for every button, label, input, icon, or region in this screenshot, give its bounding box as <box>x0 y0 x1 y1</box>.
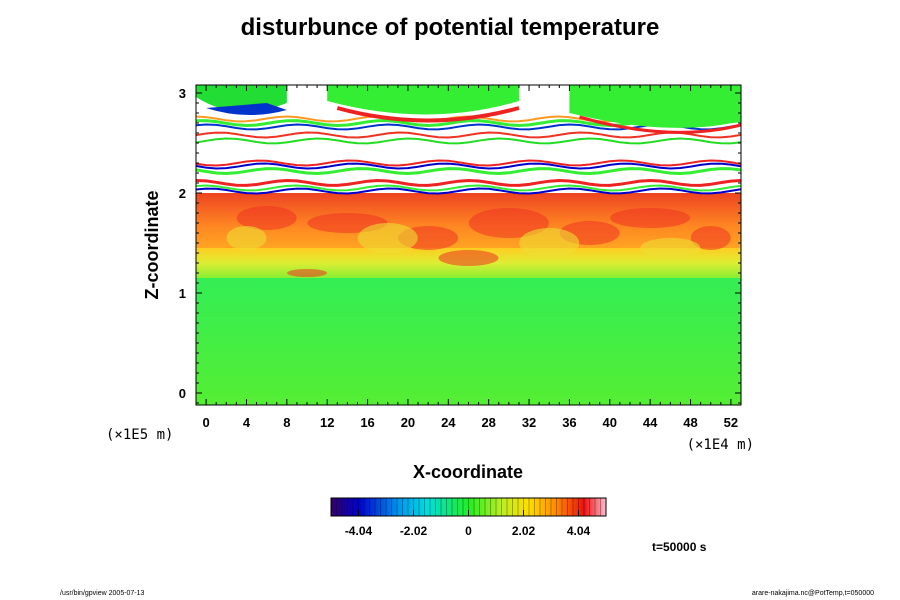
x-tick-label: 8 <box>283 415 290 430</box>
cool-eddy <box>640 238 701 258</box>
warm-arc <box>579 115 741 134</box>
top-cap-right <box>569 85 741 128</box>
y-tick-label: 0 <box>179 386 186 401</box>
region-low <box>196 278 741 405</box>
upper-band <box>196 159 741 167</box>
y-tick-label: 3 <box>179 86 186 101</box>
x-tick-label: 28 <box>481 415 495 430</box>
warm-eddy <box>287 269 328 277</box>
y-axis: 0 1 2 3 <box>179 86 741 404</box>
chart-title: disturbunce of potential temperature <box>240 14 660 41</box>
warm-eddy <box>690 226 731 250</box>
upper-band <box>196 187 741 195</box>
x-tick-label: 32 <box>522 415 536 430</box>
x-axis-unit: (×1E4 m) <box>687 437 754 453</box>
upper-band <box>196 184 741 192</box>
x-axis: 0 4 8 12 16 20 24 28 32 36 40 44 48 52 <box>195 85 742 430</box>
footer-left-note: /usr/bin/gpview 2005-07-13 <box>60 590 145 597</box>
y-tick-label: 1 <box>179 286 186 301</box>
warm-arc <box>336 106 520 123</box>
y-tick-label: 2 <box>179 186 186 201</box>
warm-eddy <box>438 250 499 266</box>
upper-band <box>196 178 741 187</box>
x-tick-label: 4 <box>243 415 251 430</box>
x-tick-label: 52 <box>724 415 738 430</box>
x-tick-label: 12 <box>320 415 334 430</box>
x-tick-label: 48 <box>683 415 697 430</box>
y-axis-unit: (×1E5 m) <box>106 427 173 443</box>
warm-eddy <box>236 206 297 230</box>
colorbar-tick-label: 2.02 <box>512 524 536 538</box>
x-tick-label: 0 <box>202 415 209 430</box>
x-tick-label: 16 <box>360 415 374 430</box>
colorbar-tick-label: 0 <box>465 524 472 538</box>
x-axis-title: X-coordinate <box>413 462 523 482</box>
colorbar-tick-label: -2.02 <box>400 524 428 538</box>
upper-band <box>196 162 741 170</box>
x-tick-label: 36 <box>562 415 576 430</box>
warm-eddy <box>610 208 691 228</box>
x-tick-label: 20 <box>401 415 415 430</box>
x-tick-label: 24 <box>441 415 456 430</box>
warm-eddy <box>468 208 549 238</box>
cool-eddy <box>519 228 580 258</box>
y-axis-title: Z-coordinate <box>142 190 162 299</box>
x-tick-label: 40 <box>603 415 617 430</box>
colorbar-tick-label: -4.04 <box>345 524 373 538</box>
upper-band <box>196 131 741 139</box>
heatmap-field <box>196 85 741 405</box>
colorbar-tick-label: 4.04 <box>567 524 591 538</box>
upper-band <box>196 167 741 176</box>
cool-eddy <box>226 226 267 250</box>
footer-right-note: arare-nakajima.nc@PotTemp,t=050000 <box>751 590 874 597</box>
x-tick-label: 44 <box>643 415 658 430</box>
cool-eddy <box>357 223 418 253</box>
colorbar-ticks: -4.04 -2.02 0 2.02 4.04 <box>330 498 607 538</box>
upper-band <box>196 137 741 145</box>
top-cap-mid <box>327 85 519 115</box>
cold-patch <box>206 103 287 116</box>
time-label: t=50000 s <box>652 540 707 554</box>
